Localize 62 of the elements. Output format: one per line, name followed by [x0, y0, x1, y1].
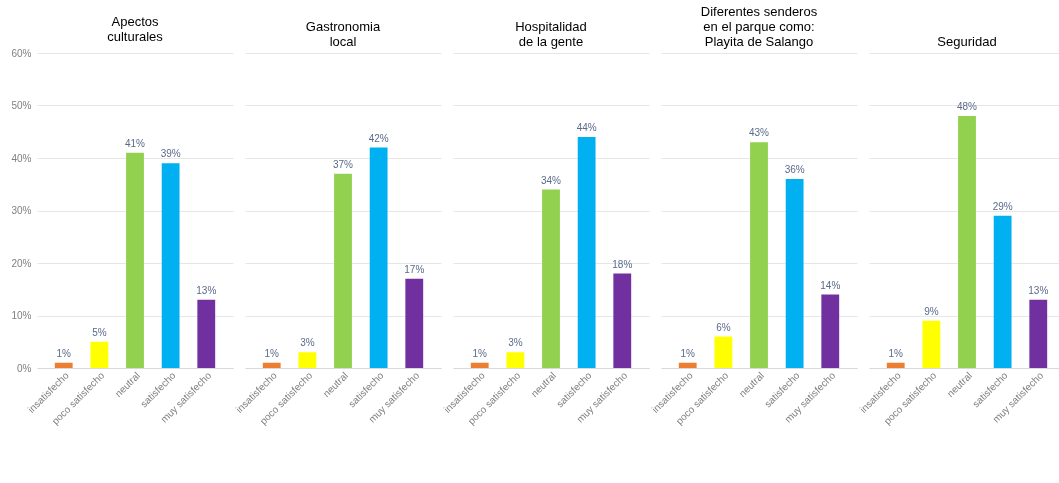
chart-title: Hospitalidad de la gente — [515, 19, 587, 49]
data-label: 1% — [680, 347, 696, 359]
data-label: 41% — [124, 137, 146, 149]
bar — [577, 137, 596, 368]
data-label: 14% — [820, 279, 841, 291]
data-label: 17% — [404, 263, 425, 275]
data-label: 3% — [508, 337, 523, 349]
data-label: 29% — [992, 200, 1013, 212]
data-label: 1% — [888, 347, 904, 359]
bar — [161, 163, 180, 368]
bar — [542, 189, 560, 368]
data-label: 13% — [1028, 284, 1049, 296]
data-label: 37% — [332, 158, 354, 170]
bar — [506, 352, 525, 368]
bar — [54, 362, 73, 368]
y-tick-label: 40% — [11, 152, 32, 164]
data-label: 13% — [196, 284, 217, 296]
chart-title: Seguridad — [937, 34, 997, 49]
chart-title: Diferentes senderos en el parque como: Playita de Salango — [700, 4, 818, 49]
data-label: 34% — [540, 174, 562, 186]
chart-title: Apectos culturales — [107, 14, 164, 44]
y-tick-label: 50% — [11, 100, 32, 111]
bar — [886, 362, 905, 368]
bar — [785, 179, 804, 368]
data-label: 3% — [300, 337, 315, 349]
y-tick-label: 10% — [11, 310, 32, 321]
data-label: 6% — [716, 321, 731, 333]
bar — [90, 341, 109, 368]
data-label: 9% — [924, 305, 939, 317]
y-tick-label: 30% — [11, 205, 32, 216]
bar — [1029, 299, 1048, 368]
data-label: 44% — [576, 122, 597, 133]
data-label: 18% — [612, 258, 633, 270]
data-label: 43% — [748, 127, 770, 139]
bar — [958, 116, 976, 368]
bar — [334, 173, 352, 368]
data-label: 42% — [368, 132, 389, 144]
data-label: 5% — [92, 326, 107, 338]
y-tick-label: 60% — [11, 47, 32, 59]
bar — [126, 152, 144, 368]
bar — [714, 336, 733, 368]
y-tick-label: 20% — [11, 257, 32, 269]
bar — [262, 362, 281, 368]
bar — [678, 362, 697, 368]
y-tick-label: 0% — [17, 362, 32, 374]
bar — [369, 147, 388, 368]
data-label: 39% — [160, 148, 181, 160]
bar — [922, 320, 941, 368]
bar — [993, 215, 1012, 368]
bar — [405, 278, 424, 368]
bar — [821, 294, 840, 368]
data-label: 36% — [784, 164, 805, 175]
chart-title: Gastronomia local — [305, 19, 381, 49]
bar — [470, 362, 489, 368]
data-label: 48% — [956, 101, 978, 112]
data-label: 1% — [472, 347, 488, 359]
bar — [298, 352, 317, 368]
data-label: 1% — [264, 347, 280, 359]
bar — [613, 273, 632, 368]
data-label: 1% — [56, 347, 72, 359]
bar — [197, 299, 216, 368]
bar — [750, 142, 768, 368]
